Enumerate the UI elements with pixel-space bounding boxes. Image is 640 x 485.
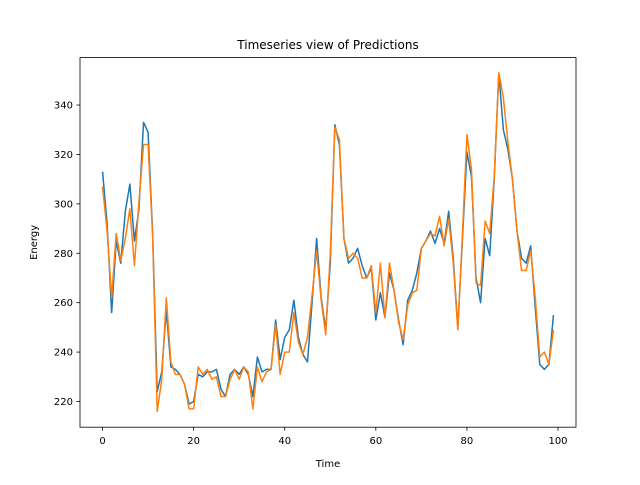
y-axis-label: Energy: [29, 225, 40, 260]
chart-title: Timeseries view of Predictions: [236, 38, 418, 52]
x-ticks: 0 20 40 60 80 100: [99, 427, 568, 447]
x-tick-label: 0: [99, 436, 105, 447]
x-tick-label: 100: [548, 436, 567, 447]
series-line-2: [101, 72, 555, 413]
y-tick-label: 240: [54, 348, 73, 359]
x-tick-label: 40: [278, 436, 291, 447]
y-tick-label: 340: [54, 101, 73, 112]
y-tick-label: 220: [54, 397, 73, 408]
y-tick-label: 260: [54, 298, 73, 309]
y-tick-label: 280: [54, 249, 73, 260]
x-tick-label: 80: [461, 436, 474, 447]
x-axis-label: Time: [315, 459, 340, 470]
x-tick-label: 60: [369, 436, 382, 447]
x-tick-label: 20: [187, 436, 200, 447]
y-ticks: 220 240 260 280 300 320 340: [54, 101, 80, 408]
plot-lines: [101, 72, 555, 413]
y-tick-label: 320: [54, 150, 73, 161]
axes-frame: [79, 57, 577, 428]
y-tick-label: 300: [54, 199, 73, 210]
